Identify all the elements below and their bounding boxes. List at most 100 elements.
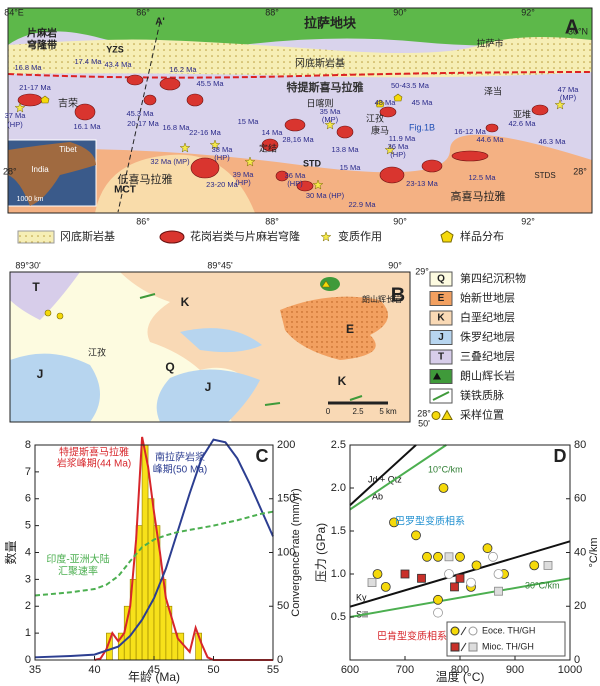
map-label: 康马 [371,124,389,135]
age-label: 17.4 Ma [74,57,102,66]
inset-land [8,142,96,206]
bar [147,498,155,661]
x-tick-label: 700 [396,664,414,676]
map-label: 2.5 [352,407,364,416]
point [444,552,454,562]
panel-label: C [256,446,269,466]
map-label: 特提斯喜马拉雅 [287,80,364,94]
point [455,551,465,562]
x-tick-label: 900 [506,664,524,676]
x-tick-label: 45 [148,664,160,676]
legend-label: 三叠纪地层 [460,350,515,363]
age-label: (HP) [390,150,406,159]
legend-a [17,230,454,244]
point [417,573,426,583]
age-label: 28,16 Ma [282,135,314,144]
annotation: 巴肯型变质相系 [377,630,447,643]
map-label: 89°30' [15,260,41,270]
map-label: 高喜马拉雅 [451,189,506,203]
map-label: 低喜马拉雅 [118,172,173,186]
legend-swatch [429,349,453,365]
map-label: 90° [388,260,402,270]
map-label: 86° [136,7,150,17]
line [34,510,274,597]
y2-tick-label: 100 [277,546,295,558]
legend-swatch [429,369,453,384]
line [94,436,273,661]
y2-tick-label: 20 [574,600,586,612]
legend-swatch [450,642,460,652]
y-tick-label: 1.5 [331,525,346,537]
y-tick-label: 0.5 [331,611,346,623]
map-label: YZS [106,44,124,54]
age-label: 23-13 Ma [406,179,439,188]
line-label: Ky [356,592,367,602]
legend-swatch [429,271,453,287]
jurassic [10,353,100,422]
section-line [117,21,161,213]
map-label: 86° [136,216,150,226]
suture [7,71,593,79]
legend-label: 白垩纪地层 [460,310,515,324]
bar [177,632,185,661]
legend-box [446,621,566,657]
map-label: 定结 [259,142,277,153]
y2-tick-label: 80 [574,439,586,451]
y-tick-label: 3 [25,573,31,585]
point [380,582,391,592]
map-label: 90° [393,7,407,17]
age-label: 16-12 Ma [454,127,487,136]
legend-swatch [468,642,478,652]
map-label: A [565,16,579,38]
panel-label: D [554,446,567,466]
age-label: 20-17 Ma [127,119,160,128]
y2-tick-label: 200 [277,439,295,451]
map-label: 28° [573,166,587,176]
map-label: 泽当 [484,85,502,96]
line [34,438,274,659]
legend-label: 采样位置 [460,407,504,421]
map-label: 吉荣 [58,98,78,110]
y2-axis-label: Convergence rate (mm/yr) [290,488,302,616]
map-label: 1000 km [17,196,44,203]
age-label: 23-20 Ma [206,180,239,189]
legend-swatch [320,231,332,242]
age-label: (HP) [7,120,23,129]
legend-label: 冈底斯岩基 [60,229,115,243]
age-label: 46.3 Ma [538,137,566,146]
point [422,551,432,562]
map-label: 92° [521,216,535,226]
age-label: (HP) [287,179,303,188]
map-label: A' [155,17,165,28]
bar [135,525,143,661]
map-label: STDS [534,171,555,180]
map-label: T [32,280,40,294]
map-label: E [346,322,354,336]
y-tick-label: 2 [25,600,31,612]
y2-tick-label: 40 [574,546,586,558]
age-label: 36 Ma [388,142,410,151]
age-label: 39 Ma [233,170,255,179]
x-tick-label: 600 [341,664,359,676]
legend-symbol: E [438,293,445,304]
legend-swatch [468,626,478,636]
y-tick-label: 5 [25,520,31,532]
legend-swatch [433,372,441,380]
x-tick-label: 50 [207,664,219,676]
age-label: 16.2 Ma [169,65,197,74]
map-label: 29° [415,266,429,276]
age-label: 37 Ma [5,111,27,120]
age-label: (HP) [235,178,251,187]
point [372,569,383,579]
legend-swatch [441,409,453,420]
map-label: 日喀则 [306,97,333,108]
map-label: 88° [265,7,279,17]
point [433,594,443,605]
map-label: 穹隆带 [27,39,57,52]
point [433,607,443,618]
map-label: 江孜 [88,346,106,357]
map-label: 冈底斯岩基 [295,57,345,70]
legend-symbol: K [437,313,445,324]
age-label: 16.8 Ma [14,63,42,72]
legend-swatch [429,330,453,345]
